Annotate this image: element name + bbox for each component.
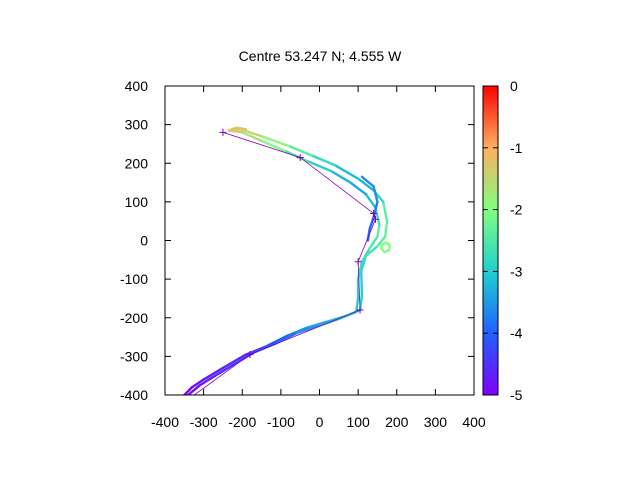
plot-area — [182, 126, 391, 404]
y-tick-label: -200 — [120, 310, 148, 326]
track-segment — [186, 384, 201, 395]
track-segment — [356, 177, 375, 192]
y-tick-label: 100 — [125, 194, 149, 210]
chart-title: Centre 53.247 N; 4.555 W — [239, 48, 402, 64]
track-segment — [360, 247, 371, 263]
y-tick-label: 300 — [125, 117, 149, 133]
track-segment — [306, 160, 333, 173]
waypoint-marker — [354, 258, 362, 266]
waypoint-marker — [356, 306, 364, 314]
waypoint-marker — [183, 397, 190, 404]
x-tick-label: 0 — [316, 414, 324, 430]
x-tick-label: 100 — [346, 414, 370, 430]
x-tick-label: -300 — [190, 414, 218, 430]
x-axis: -400 -300 -200 -100 0 100 200 300 400 — [151, 86, 486, 430]
y-tick-label: -100 — [120, 271, 148, 287]
track-segment — [364, 192, 377, 209]
waypoint-marker — [372, 215, 380, 223]
track-segment — [366, 227, 371, 242]
waypoint-marker — [246, 350, 254, 358]
y-tick-label: -300 — [120, 348, 148, 364]
track-segment — [360, 270, 364, 296]
track-segment — [329, 169, 352, 184]
plot-frame — [164, 85, 475, 396]
colorbar-tick-label: -1 — [510, 140, 523, 156]
track-segment — [333, 163, 360, 180]
track-segment — [360, 175, 375, 188]
track-segment — [202, 366, 225, 381]
y-tick-label: -400 — [120, 387, 148, 403]
x-tick-label: 200 — [385, 414, 409, 430]
track-segment — [349, 181, 368, 196]
track-segment — [372, 185, 379, 204]
series-waypoint-track — [183, 128, 380, 404]
track-segment — [306, 320, 329, 329]
track-segment — [260, 135, 290, 148]
series-track-inner — [186, 126, 381, 395]
track-segment — [198, 374, 217, 387]
y-tick-label: 200 — [125, 155, 149, 171]
y-tick-label: 400 — [125, 78, 149, 94]
series-loop — [380, 241, 391, 254]
y-axis: -400 -300 -200 -100 0 100 200 300 400 — [120, 78, 474, 403]
track-segment — [227, 126, 238, 132]
track-segment — [182, 386, 194, 395]
waypoint-marker — [370, 209, 378, 217]
track-segment — [368, 235, 379, 250]
waypoint-marker — [219, 128, 227, 136]
track-segment — [221, 353, 248, 370]
x-tick-label: 400 — [462, 414, 486, 430]
waypoint-marker — [296, 153, 304, 161]
track-segment — [376, 235, 387, 248]
track-segment — [287, 326, 310, 337]
track-segment — [364, 245, 379, 258]
colorbar-tick-label: -2 — [510, 202, 523, 218]
track-segment — [376, 223, 381, 238]
colorbar-tick-label: 0 — [510, 78, 518, 94]
track-segment — [241, 131, 263, 143]
track-segment — [310, 154, 337, 167]
track-segment — [287, 144, 313, 157]
track-segment — [214, 362, 236, 377]
waypoint-line — [193, 131, 376, 395]
x-tick-label: 300 — [424, 414, 448, 430]
colorbar-tick-label: -5 — [510, 387, 523, 403]
x-tick-label: -400 — [151, 414, 179, 430]
colorbar-tick-label: -3 — [510, 263, 523, 279]
track-segment — [190, 378, 205, 389]
x-tick-label: -100 — [267, 414, 295, 430]
track-segment — [275, 332, 298, 345]
series-track-outer — [182, 128, 389, 395]
x-tick-label: -200 — [228, 414, 256, 430]
track-segment — [260, 139, 286, 153]
y-tick-label: 0 — [140, 233, 148, 249]
track-segment — [382, 200, 389, 223]
track-segment — [295, 324, 321, 335]
colorbar — [482, 85, 499, 396]
colorbar-axis: 0 -1 -2 -3 -4 -5 — [483, 78, 523, 403]
track-segment — [383, 219, 389, 238]
colorbar-tick-label: -4 — [510, 325, 523, 341]
track-segment — [235, 126, 248, 131]
track-segment — [354, 297, 360, 314]
track-segment — [239, 128, 263, 138]
